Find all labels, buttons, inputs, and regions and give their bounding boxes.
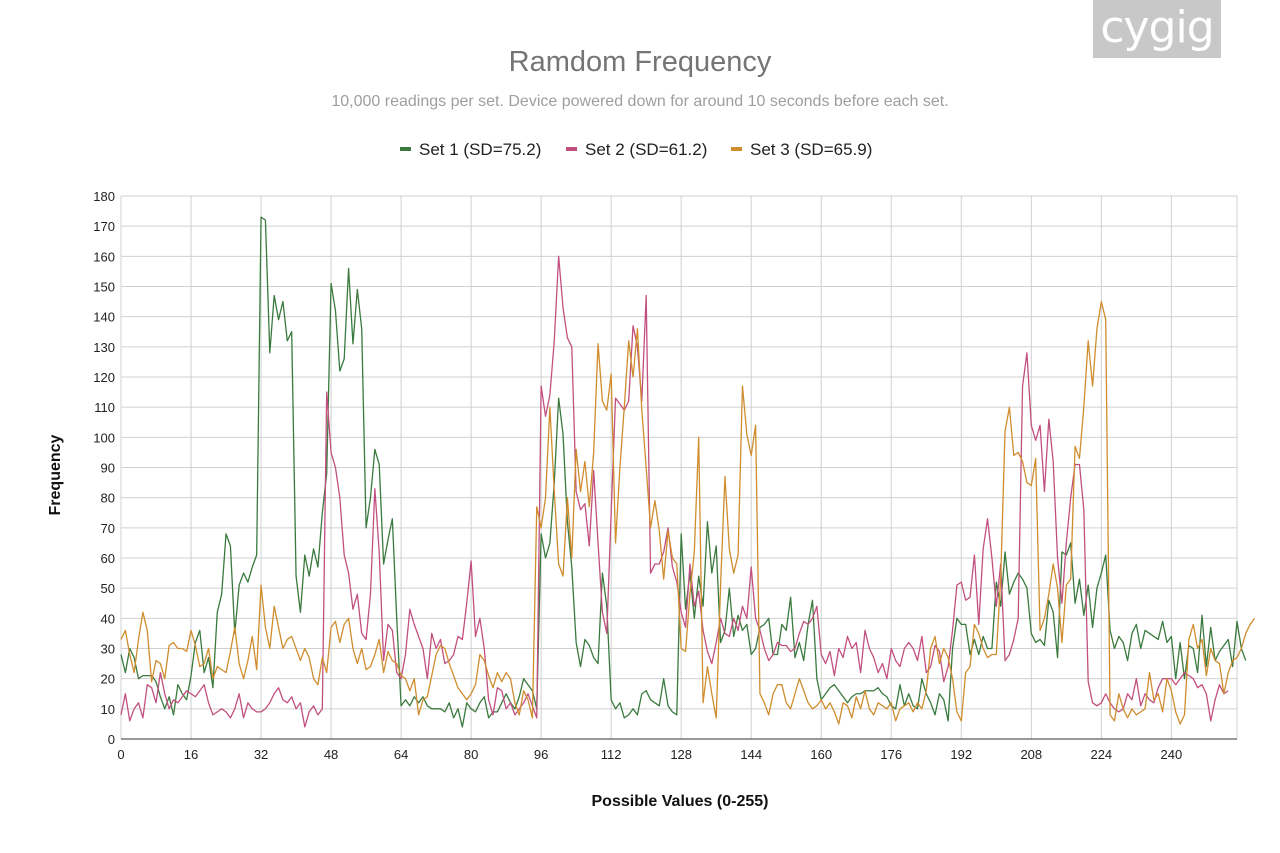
x-tick-label: 208: [1020, 747, 1042, 762]
series-lines: [120, 216, 1256, 728]
legend-swatch: [731, 147, 742, 151]
x-tick-label: 240: [1161, 747, 1183, 762]
y-tick-label: 180: [93, 189, 115, 204]
x-tick-label: 144: [740, 747, 762, 762]
y-tick-label: 80: [101, 491, 115, 506]
x-tick-label: 64: [394, 747, 408, 762]
y-tick-label: 20: [101, 672, 115, 687]
y-tick-label: 140: [93, 310, 115, 325]
series-line-set-3: [120, 300, 1256, 725]
legend-item-set-2: Set 2 (SD=61.2): [566, 140, 707, 159]
x-tick-label: 176: [880, 747, 902, 762]
y-tick-label: 120: [93, 370, 115, 385]
y-tick-label: 40: [101, 611, 115, 626]
legend-swatch: [566, 147, 577, 151]
x-tick-label: 112: [601, 747, 622, 762]
x-tick-label: 160: [810, 747, 832, 762]
chart-subtitle: 10,000 readings per set. Device powered …: [331, 93, 948, 110]
y-tick-label: 160: [93, 249, 115, 264]
legend-swatch: [400, 147, 411, 151]
x-tick-label: 80: [464, 747, 478, 762]
x-tick-label: 32: [254, 747, 268, 762]
legend: Set 1 (SD=75.2) Set 2 (SD=61.2) Set 3 (SD=…: [400, 140, 872, 159]
legend-item-set-3: Set 3 (SD=65.9): [731, 140, 872, 159]
legend-item-set-1: Set 1 (SD=75.2): [400, 140, 541, 159]
x-tick-label: 48: [324, 747, 338, 762]
x-tick-label: 192: [950, 747, 972, 762]
x-tick-label: 128: [670, 747, 692, 762]
y-tick-label: 110: [94, 400, 115, 415]
cygig-logo: cygig: [1093, 0, 1221, 58]
y-tick-label: 50: [101, 581, 115, 596]
x-tick-label: 16: [184, 747, 198, 762]
y-tick-label: 10: [101, 702, 115, 717]
legend-label: Set 2 (SD=61.2): [585, 140, 707, 159]
x-tick-label: 0: [117, 747, 124, 762]
y-tick-label: 130: [93, 340, 115, 355]
x-tick-label: 96: [534, 747, 548, 762]
gridlines: [120, 195, 1238, 740]
series-line-set-1: [120, 216, 1247, 728]
y-axis-title: Frequency: [47, 434, 64, 515]
y-axis-ticks: 0 10 20 30 40 50 60 70 80 90 100 110 120 130 140 150 160…: [93, 189, 115, 747]
x-axis-ticks: 0 16 32 48 64 80 96 112 128 144 160 176 192 208 224 240: [117, 747, 1182, 762]
y-tick-label: 90: [101, 461, 115, 476]
series-line-set-2: [120, 255, 1229, 728]
y-tick-label: 60: [101, 551, 115, 566]
x-tick-label: 224: [1090, 747, 1112, 762]
chart-title: Ramdom Frequency: [509, 46, 772, 78]
y-tick-label: 30: [101, 642, 115, 657]
y-tick-label: 100: [93, 430, 115, 445]
x-axis-title: Possible Values (0-255): [592, 793, 769, 810]
y-tick-label: 0: [108, 732, 115, 747]
y-tick-label: 150: [93, 280, 115, 295]
legend-label: Set 1 (SD=75.2): [419, 140, 541, 159]
legend-label: Set 3 (SD=65.9): [750, 140, 872, 159]
y-tick-label: 170: [93, 219, 115, 234]
y-tick-label: 70: [101, 521, 115, 536]
